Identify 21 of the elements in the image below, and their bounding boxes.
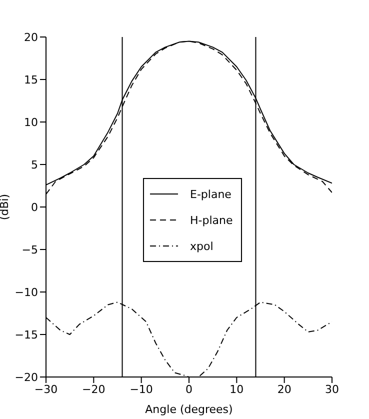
- legend-label: xpol: [190, 240, 214, 252]
- y-tick-label: 10: [24, 116, 38, 129]
- legend-label: E-plane: [190, 188, 232, 200]
- y-tick-label: 15: [24, 73, 38, 86]
- x-tick-label: 30: [325, 382, 339, 396]
- x-tick-label: 10: [230, 382, 244, 396]
- y-tick-label: 5: [31, 158, 38, 172]
- y-axis-title: (dBi): [0, 194, 11, 220]
- y-tick-label: 0: [31, 200, 38, 214]
- y-tick-label: −15: [14, 328, 38, 342]
- legend-label: H-plane: [190, 214, 233, 226]
- x-tick-label: −30: [34, 382, 58, 396]
- x-tick-label: −20: [82, 382, 106, 396]
- x-axis-title: Angle (degrees): [145, 403, 233, 416]
- y-tick-label: −5: [22, 243, 38, 256]
- x-tick-label: −10: [130, 382, 153, 396]
- y-tick-label: −20: [14, 370, 38, 384]
- x-tick-label: 20: [277, 382, 292, 396]
- y-tick-label: 20: [24, 30, 38, 44]
- y-tick-label: −10: [14, 286, 38, 299]
- x-tick-label: 0: [186, 382, 192, 396]
